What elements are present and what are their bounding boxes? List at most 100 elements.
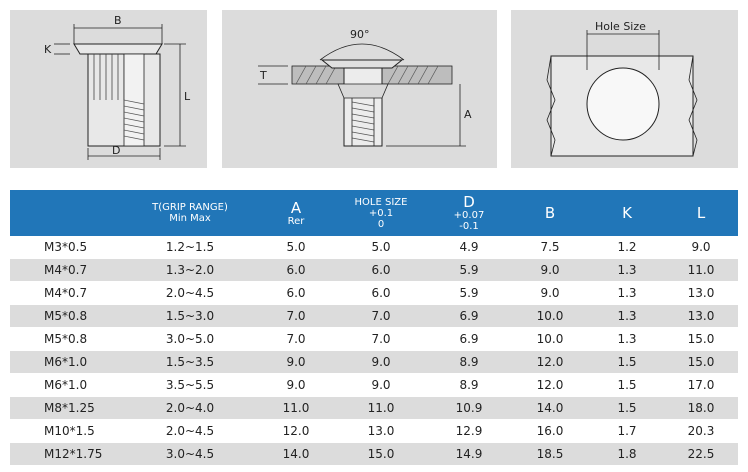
- cell-a: 7.0: [258, 327, 334, 351]
- cell-a: 6.0: [258, 258, 334, 282]
- header-a: A Rer: [258, 190, 334, 236]
- cell-a: 9.0: [258, 350, 334, 374]
- cell-k: 1.2: [590, 236, 664, 259]
- table-row: M10*1.5 2.0~4.5 12.0 13.0 12.9 16.0 1.7 20.3: [10, 419, 738, 443]
- cell-hole-size: 13.0: [334, 419, 428, 443]
- cell-d: 6.9: [428, 327, 510, 351]
- cell-d: 5.9: [428, 258, 510, 282]
- cell-k: 1.5: [590, 350, 664, 374]
- table-row: M8*1.25 2.0~4.0 11.0 11.0 10.9 14.0 1.5 18.0: [10, 396, 738, 420]
- cell-l: 17.0: [664, 373, 738, 397]
- rivet-nut-drawing: B K L D: [10, 10, 207, 168]
- cell-b: 12.0: [510, 350, 590, 374]
- cell-hole-size: 9.0: [334, 350, 428, 374]
- cell-size: M5*0.8: [10, 327, 122, 351]
- cell-hole-size: 15.0: [334, 442, 428, 466]
- cell-grip-range: 1.5~3.0: [122, 304, 258, 328]
- cell-d: 10.9: [428, 396, 510, 420]
- dim-k-label: K: [44, 43, 52, 56]
- cell-grip-range: 2.0~4.5: [122, 419, 258, 443]
- cell-a: 9.0: [258, 373, 334, 397]
- hole-size-drawing: Hole Size: [511, 10, 738, 168]
- cell-hole-size: 5.0: [334, 236, 428, 259]
- table-row: M3*0.5 1.2~1.5 5.0 5.0 4.9 7.5 1.2 9.0: [10, 236, 738, 259]
- cell-grip-range: 2.0~4.0: [122, 396, 258, 420]
- cell-d: 8.9: [428, 373, 510, 397]
- cell-hole-size: 11.0: [334, 396, 428, 420]
- cell-b: 16.0: [510, 419, 590, 443]
- cell-size: M6*1.0: [10, 373, 122, 397]
- cell-b: 9.0: [510, 281, 590, 305]
- table-row: M6*1.0 3.5~5.5 9.0 9.0 8.9 12.0 1.5 17.0: [10, 373, 738, 397]
- cell-grip-range: 3.0~4.5: [122, 442, 258, 466]
- header-grip-range: T(GRIP RANGE) Min Max: [122, 190, 258, 236]
- cell-grip-range: 3.0~5.0: [122, 327, 258, 351]
- hole-size-label: Hole Size: [595, 20, 646, 33]
- cell-l: 15.0: [664, 327, 738, 351]
- cell-grip-range: 1.5~3.5: [122, 350, 258, 374]
- cell-hole-size: 7.0: [334, 327, 428, 351]
- cell-size: M4*0.7: [10, 258, 122, 282]
- cell-d: 12.9: [428, 419, 510, 443]
- table-row: M12*1.75 3.0~4.5 14.0 15.0 14.9 18.5 1.8 22.5: [10, 442, 738, 466]
- table-row: M5*0.8 3.0~5.0 7.0 7.0 6.9 10.0 1.3 15.0: [10, 327, 738, 351]
- cell-size: M6*1.0: [10, 350, 122, 374]
- cell-d: 4.9: [428, 236, 510, 259]
- cell-hole-size: 6.0: [334, 258, 428, 282]
- cell-k: 1.7: [590, 419, 664, 443]
- table-row: M4*0.7 2.0~4.5 6.0 6.0 5.9 9.0 1.3 13.0: [10, 281, 738, 305]
- cell-size: M5*0.8: [10, 304, 122, 328]
- dim-l-label: L: [184, 90, 191, 103]
- cell-b: 18.5: [510, 442, 590, 466]
- cell-l: 20.3: [664, 419, 738, 443]
- cell-size: M4*0.7: [10, 281, 122, 305]
- dim-t-label: T: [259, 69, 267, 82]
- cell-grip-range: 3.5~5.5: [122, 373, 258, 397]
- cell-k: 1.5: [590, 396, 664, 420]
- cell-l: 13.0: [664, 281, 738, 305]
- cell-l: 13.0: [664, 304, 738, 328]
- installed-section-drawing: 90° T: [222, 10, 497, 168]
- cell-b: 9.0: [510, 258, 590, 282]
- cell-a: 12.0: [258, 419, 334, 443]
- cell-l: 15.0: [664, 350, 738, 374]
- header-hole-size: HOLE SIZE +0.1 0: [334, 190, 428, 236]
- table-row: M6*1.0 1.5~3.5 9.0 9.0 8.9 12.0 1.5 15.0: [10, 350, 738, 374]
- cell-a: 7.0: [258, 304, 334, 328]
- cell-hole-size: 7.0: [334, 304, 428, 328]
- dim-a-label: A: [464, 108, 472, 121]
- cell-size: M12*1.75: [10, 442, 122, 466]
- dim-d-label: D: [112, 144, 120, 157]
- cell-l: 11.0: [664, 258, 738, 282]
- cell-d: 8.9: [428, 350, 510, 374]
- cell-grip-range: 2.0~4.5: [122, 281, 258, 305]
- cell-grip-range: 1.2~1.5: [122, 236, 258, 259]
- cell-k: 1.3: [590, 327, 664, 351]
- cell-d: 5.9: [428, 281, 510, 305]
- cell-grip-range: 1.3~2.0: [122, 258, 258, 282]
- spec-table: T(GRIP RANGE) Min Max A Rer HOLE SIZE +0…: [10, 190, 738, 466]
- cell-b: 7.5: [510, 236, 590, 259]
- table-row: M4*0.7 1.3~2.0 6.0 6.0 5.9 9.0 1.3 11.0: [10, 258, 738, 282]
- cell-b: 14.0: [510, 396, 590, 420]
- cell-hole-size: 6.0: [334, 281, 428, 305]
- cell-b: 10.0: [510, 304, 590, 328]
- cell-k: 1.5: [590, 373, 664, 397]
- cell-a: 6.0: [258, 281, 334, 305]
- header-l: L: [664, 190, 738, 236]
- cell-size: M3*0.5: [10, 236, 122, 259]
- angle-label: 90°: [350, 28, 370, 41]
- dim-b-label: B: [114, 14, 122, 27]
- cell-a: 5.0: [258, 236, 334, 259]
- cell-a: 14.0: [258, 442, 334, 466]
- cell-b: 10.0: [510, 327, 590, 351]
- cell-b: 12.0: [510, 373, 590, 397]
- header-size: [10, 190, 122, 236]
- header-b: B: [510, 190, 590, 236]
- cell-l: 9.0: [664, 236, 738, 259]
- cell-k: 1.8: [590, 442, 664, 466]
- table-header-row: T(GRIP RANGE) Min Max A Rer HOLE SIZE +0…: [10, 190, 738, 236]
- cell-hole-size: 9.0: [334, 373, 428, 397]
- cell-size: M10*1.5: [10, 419, 122, 443]
- header-d: D +0.07 -0.1: [428, 190, 510, 236]
